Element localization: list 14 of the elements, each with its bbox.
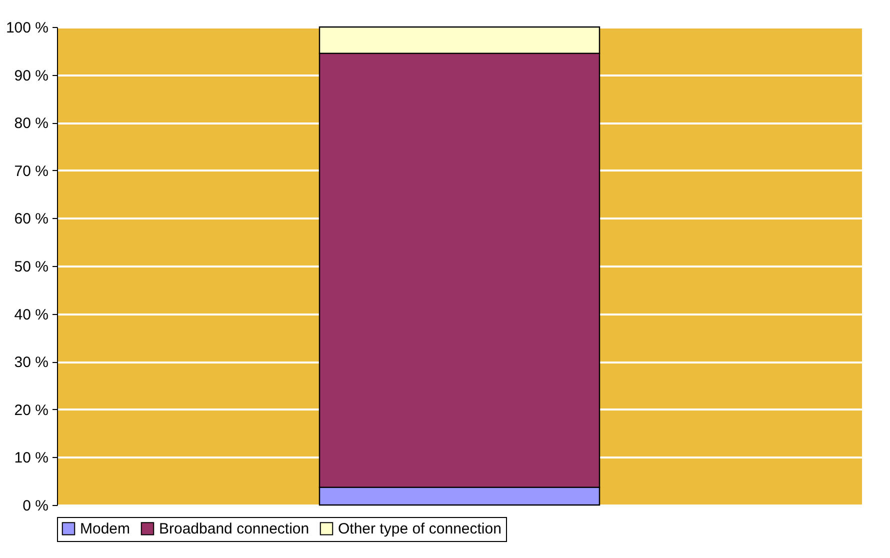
legend-label: Other type of connection (338, 520, 502, 538)
y-tick-label: 10 % (14, 450, 48, 467)
y-tick-label: 40 % (14, 306, 48, 324)
y-tick-label: 100 % (6, 20, 48, 36)
y-tick-label: 90 % (14, 67, 48, 84)
y-tick-label: 20 % (14, 402, 48, 419)
legend-label: Modem (80, 520, 130, 538)
y-tick-label: 80 % (14, 115, 48, 132)
y-tick-label: 30 % (14, 354, 48, 372)
y-tick-label: 60 % (14, 210, 48, 228)
y-tick-label: 50 % (14, 258, 48, 276)
y-tick-label: 70 % (14, 162, 48, 180)
y-tick-label: 0 % (22, 498, 48, 514)
legend-label: Broadband connection (159, 520, 310, 538)
